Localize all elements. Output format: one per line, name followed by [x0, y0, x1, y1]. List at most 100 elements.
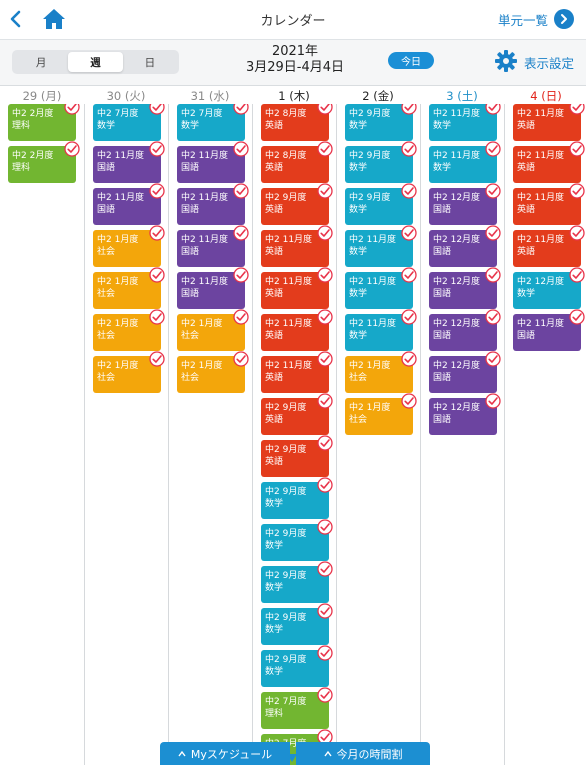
lesson-card[interactable]: 中2 11月度 英語 [261, 225, 333, 267]
lesson-card[interactable]: 中2 12月度 国語 [429, 309, 501, 351]
lesson-card[interactable]: 中2 12月度 国語 [429, 393, 501, 435]
check-icon [64, 104, 80, 115]
day-header: 4 (日) [530, 89, 562, 103]
lesson-card[interactable]: 中2 11月度 数学 [429, 104, 501, 141]
lesson-title: 中2 12月度 [433, 403, 481, 413]
lesson-card[interactable]: 中2 9月度 英語 [261, 435, 333, 477]
lesson-card[interactable]: 中2 1月度 社会 [177, 351, 249, 393]
segment-week[interactable]: 週 [68, 52, 123, 72]
lesson-card[interactable]: 中2 1月度 社会 [93, 351, 165, 393]
lesson-card[interactable]: 中2 1月度 社会 [177, 309, 249, 351]
lesson-card[interactable]: 中2 11月度 数学 [429, 141, 501, 183]
lesson-card[interactable]: 中2 11月度 英語 [261, 309, 333, 351]
lesson-card[interactable]: 中2 12月度 数学 [513, 267, 585, 309]
lesson-card[interactable]: 中2 11月度 英語 [513, 225, 585, 267]
lesson-title: 中2 12月度 [433, 193, 481, 203]
lesson-card[interactable]: 中2 2月度 理科 [8, 141, 80, 183]
lesson-card[interactable]: 中2 2月度 理科 [8, 104, 80, 141]
unit-list-label: 単元一覧 [497, 12, 548, 28]
lesson-subject: 国語 [181, 247, 200, 257]
lesson-subject: 国語 [433, 373, 452, 383]
lesson-card[interactable]: 中2 11月度 英語 [513, 183, 585, 225]
lesson-card[interactable]: 中2 12月度 国語 [429, 267, 501, 309]
lesson-card[interactable]: 中2 9月度 英語 [261, 393, 333, 435]
my-schedule-label: Myスケジュール [190, 747, 273, 761]
lesson-card[interactable]: 中2 7月度 数学 [93, 104, 165, 141]
lesson-card[interactable]: 中2 9月度 数学 [345, 104, 417, 141]
lesson-card[interactable]: 中2 11月度 英語 [261, 351, 333, 393]
lesson-title: 中2 11月度 [349, 277, 397, 287]
lesson-card[interactable]: 中2 11月度 国語 [177, 267, 249, 309]
lesson-subject: 数学 [265, 625, 284, 635]
lesson-card[interactable]: 中2 11月度 国語 [513, 309, 585, 351]
lesson-card[interactable]: 中2 7月度 理科 [261, 687, 333, 729]
lesson-title: 中2 11月度 [349, 235, 397, 245]
lesson-card[interactable]: 中2 9月度 数学 [261, 519, 333, 561]
segment-month[interactable]: 月 [35, 56, 47, 69]
lesson-card[interactable]: 中2 9月度 数学 [261, 603, 333, 645]
lesson-title: 中2 12月度 [433, 277, 481, 287]
lesson-card[interactable]: 中2 9月度 数学 [261, 645, 333, 687]
lesson-card[interactable]: 中2 12月度 国語 [429, 183, 501, 225]
lesson-card[interactable]: 中2 11月度 国語 [93, 141, 165, 183]
lesson-title: 中2 11月度 [517, 151, 565, 161]
unit-list-link[interactable]: 単元一覧 [498, 8, 574, 30]
view-segmented-control: 月 週 日 [12, 50, 179, 74]
lesson-card[interactable]: 中2 11月度 数学 [345, 309, 417, 351]
lesson-subject: 社会 [97, 373, 116, 383]
day-column: 中2 2月度 理科 中2 2月度 理科 [0, 104, 82, 765]
monthly-timetable-tab[interactable]: 今月の時間割 [296, 742, 430, 765]
lesson-subject: 数学 [265, 667, 284, 677]
check-icon [317, 519, 333, 535]
lesson-subject: 国語 [517, 331, 536, 341]
display-settings-button[interactable]: 表示設定 [494, 49, 574, 76]
today-button[interactable]: 今日 [388, 52, 434, 69]
lesson-card[interactable]: 中2 11月度 英語 [513, 104, 585, 141]
date-range: 2021年 3月29日-4月4日 [220, 44, 370, 76]
lesson-card[interactable]: 中2 1月度 社会 [93, 225, 165, 267]
lesson-card[interactable]: 中2 11月度 英語 [513, 141, 585, 183]
page-title: カレンダー [260, 14, 326, 29]
lesson-subject: 数学 [349, 247, 368, 257]
check-icon [317, 561, 333, 577]
lesson-card[interactable]: 中2 11月度 国語 [177, 225, 249, 267]
lesson-card[interactable]: 中2 7月度 数学 [177, 104, 249, 141]
lesson-card[interactable]: 中2 11月度 数学 [345, 267, 417, 309]
lesson-subject: 英語 [265, 289, 284, 299]
segment-day[interactable]: 日 [144, 56, 156, 69]
back-arrow-icon[interactable] [6, 7, 28, 31]
lesson-card[interactable]: 中2 1月度 社会 [93, 309, 165, 351]
top-bar: カレンダー 単元一覧 [0, 0, 586, 40]
lesson-subject: 国語 [433, 415, 452, 425]
check-icon [317, 645, 333, 661]
lesson-card[interactable]: 中2 8月度 英語 [261, 104, 333, 141]
lesson-card[interactable]: 中2 11月度 英語 [261, 267, 333, 309]
check-icon [317, 104, 333, 115]
lesson-card[interactable]: 中2 9月度 数学 [345, 141, 417, 183]
lesson-card[interactable]: 中2 11月度 国語 [177, 183, 249, 225]
lesson-card[interactable]: 中2 9月度 数学 [261, 477, 333, 519]
day-column: 中2 11月度 英語 中2 11月度 英語 中2 11月度 英語 中2 11月度 英語 中2 1… [504, 104, 586, 765]
lesson-title: 中2 9月度 [265, 487, 307, 497]
lesson-card[interactable]: 中2 11月度 国語 [93, 183, 165, 225]
check-icon [317, 267, 333, 283]
day-header: 1 (木) [278, 89, 310, 103]
my-schedule-tab[interactable]: Myスケジュール [160, 742, 290, 765]
lesson-card[interactable]: 中2 11月度 数学 [345, 225, 417, 267]
lesson-title: 中2 12月度 [433, 235, 481, 245]
lesson-card[interactable]: 中2 8月度 英語 [261, 141, 333, 183]
lesson-card[interactable]: 中2 11月度 国語 [177, 141, 249, 183]
lesson-card[interactable]: 中2 9月度 数学 [345, 183, 417, 225]
lesson-card[interactable]: 中2 9月度 英語 [261, 183, 333, 225]
lesson-subject: 社会 [181, 331, 200, 341]
lesson-title: 中2 1月度 [97, 319, 139, 329]
lesson-card[interactable]: 中2 1月度 社会 [345, 393, 417, 435]
lesson-card[interactable]: 中2 12月度 国語 [429, 351, 501, 393]
home-icon[interactable] [42, 8, 66, 30]
lesson-title: 中2 9月度 [265, 655, 307, 665]
lesson-card[interactable]: 中2 9月度 数学 [261, 561, 333, 603]
lesson-card[interactable]: 中2 1月度 社会 [93, 267, 165, 309]
lesson-card[interactable]: 中2 12月度 国語 [429, 225, 501, 267]
year-label: 2021年 [271, 44, 319, 59]
lesson-card[interactable]: 中2 1月度 社会 [345, 351, 417, 393]
